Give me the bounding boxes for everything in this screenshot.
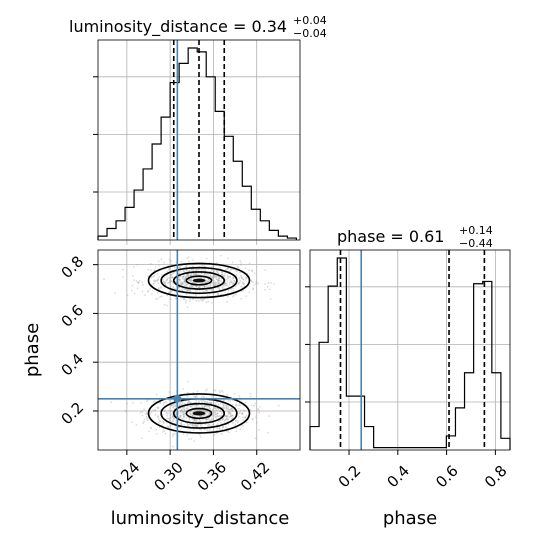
phase-hist-panel: 0.2 0.4 0.6 0.8 phase = 0.61 +0.14 −0.44 ph… (305, 224, 511, 529)
joint-ytick-label-1: 0.4 (58, 350, 88, 380)
joint-contour-0-0 (147, 393, 251, 434)
phase-xtick-label-0: 0.2 (335, 462, 365, 492)
joint-ylabel: phase (22, 323, 43, 377)
joint-panel: 0.24 0.30 0.36 0.42 0.2 0.4 0.6 0.8 luminosity… (22, 249, 301, 529)
phase-hist-frame (309, 249, 511, 451)
ld-title-sup: +0.04 (293, 14, 327, 27)
joint-xtick-label-1: 0.30 (150, 458, 186, 494)
joint-contour-0-3 (185, 407, 213, 420)
joint-ytick-label-0: 0.2 (58, 399, 88, 429)
phase-xtick-label-3: 0.8 (481, 462, 511, 492)
joint-xtick-label-2: 0.36 (194, 458, 230, 494)
joint-contour-1-1 (160, 266, 238, 295)
ld-histogram-steps (97, 47, 297, 240)
ld-title-sub: −0.04 (293, 27, 327, 40)
joint-xtick-label-0: 0.24 (107, 458, 143, 494)
svg-text:phase = 0.61: phase = 0.61 (337, 227, 444, 246)
phase-xlabel: phase (383, 508, 437, 529)
joint-ytick-label-3: 0.8 (58, 252, 88, 282)
joint-truth-point (173, 394, 182, 403)
joint-xlabel: luminosity_distance (111, 508, 290, 529)
phase-title-sup: +0.14 (459, 224, 493, 237)
phase-xtick-label-1: 0.4 (383, 462, 413, 492)
phase-title-main: phase = 0.61 (337, 227, 444, 246)
joint-xtick-label-3: 0.42 (237, 458, 273, 494)
phase-histogram-steps (309, 257, 511, 450)
joint-contour-1-3 (185, 275, 213, 286)
joint-density-peak-1 (192, 278, 206, 283)
joint-contour-1-0 (147, 262, 251, 299)
joint-density-peak-0 (192, 411, 206, 416)
ld-hist-panel: luminosity_distance = 0.34 +0.04 −0.04 (69, 14, 327, 245)
joint-contour-1-2 (172, 271, 226, 290)
ld-title-main: luminosity_distance = 0.34 (69, 17, 287, 37)
joint-contour-0-2 (172, 402, 226, 424)
phase-xtick-label-2: 0.6 (432, 462, 462, 492)
joint-ytick-label-2: 0.6 (58, 301, 88, 331)
svg-text:luminosity_distance = 0.34: luminosity_distance = 0.34 (69, 17, 287, 37)
phase-title-sub: −0.44 (459, 237, 493, 250)
ld-hist-frame (97, 39, 301, 241)
joint-frame (97, 249, 301, 451)
